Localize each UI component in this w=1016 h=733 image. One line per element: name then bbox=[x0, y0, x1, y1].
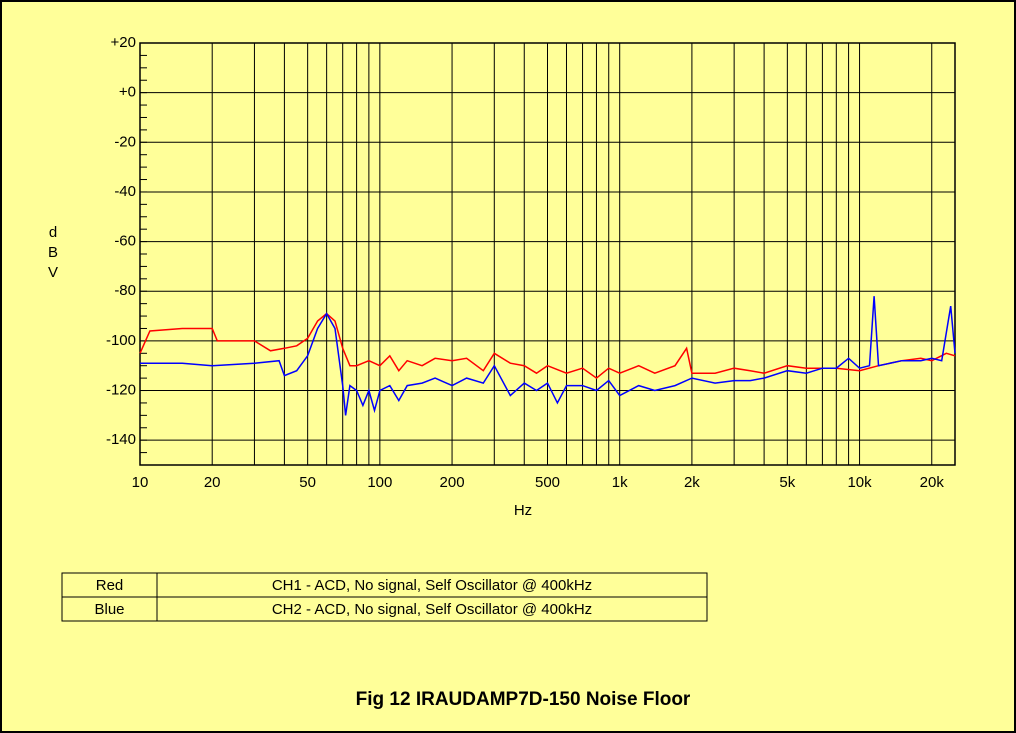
y-axis-label: B bbox=[48, 244, 58, 261]
y-tick-label: -120 bbox=[106, 381, 136, 398]
y-tick-label: -80 bbox=[114, 282, 136, 299]
x-tick-label: 20 bbox=[204, 474, 221, 491]
y-tick-label: -20 bbox=[114, 133, 136, 150]
y-axis-label: d bbox=[49, 224, 57, 241]
y-tick-label: -140 bbox=[106, 431, 136, 448]
y-tick-label: -100 bbox=[106, 332, 136, 349]
x-tick-label: 200 bbox=[440, 474, 465, 491]
data-line bbox=[140, 296, 956, 416]
x-tick-label: 100 bbox=[367, 474, 392, 491]
x-tick-label: 10k bbox=[847, 474, 872, 491]
legend-label: CH2 - ACD, No signal, Self Oscillator @ … bbox=[272, 601, 592, 618]
x-tick-label: 5k bbox=[779, 474, 795, 491]
y-tick-label: +0 bbox=[119, 84, 136, 101]
legend-color: Blue bbox=[94, 601, 124, 618]
x-axis-label: Hz bbox=[514, 502, 532, 519]
y-tick-label: -40 bbox=[114, 183, 136, 200]
y-tick-label: -60 bbox=[114, 233, 136, 250]
legend-row bbox=[61, 596, 708, 622]
y-axis-label: V bbox=[48, 264, 58, 281]
data-line bbox=[139, 312, 956, 380]
x-tick-label: 20k bbox=[920, 474, 945, 491]
chart-title: Fig 12 IRAUDAMP7D-150 Noise Floor bbox=[356, 689, 691, 710]
x-tick-label: 10 bbox=[132, 474, 149, 491]
x-tick-label: 500 bbox=[535, 474, 560, 491]
legend-label: CH1 - ACD, No signal, Self Oscillator @ … bbox=[272, 577, 592, 594]
y-tick-label: +20 bbox=[111, 34, 136, 51]
x-tick-label: 1k bbox=[612, 474, 628, 491]
legend-color: Red bbox=[96, 577, 124, 594]
x-tick-label: 50 bbox=[299, 474, 316, 491]
x-tick-label: 2k bbox=[684, 474, 700, 491]
